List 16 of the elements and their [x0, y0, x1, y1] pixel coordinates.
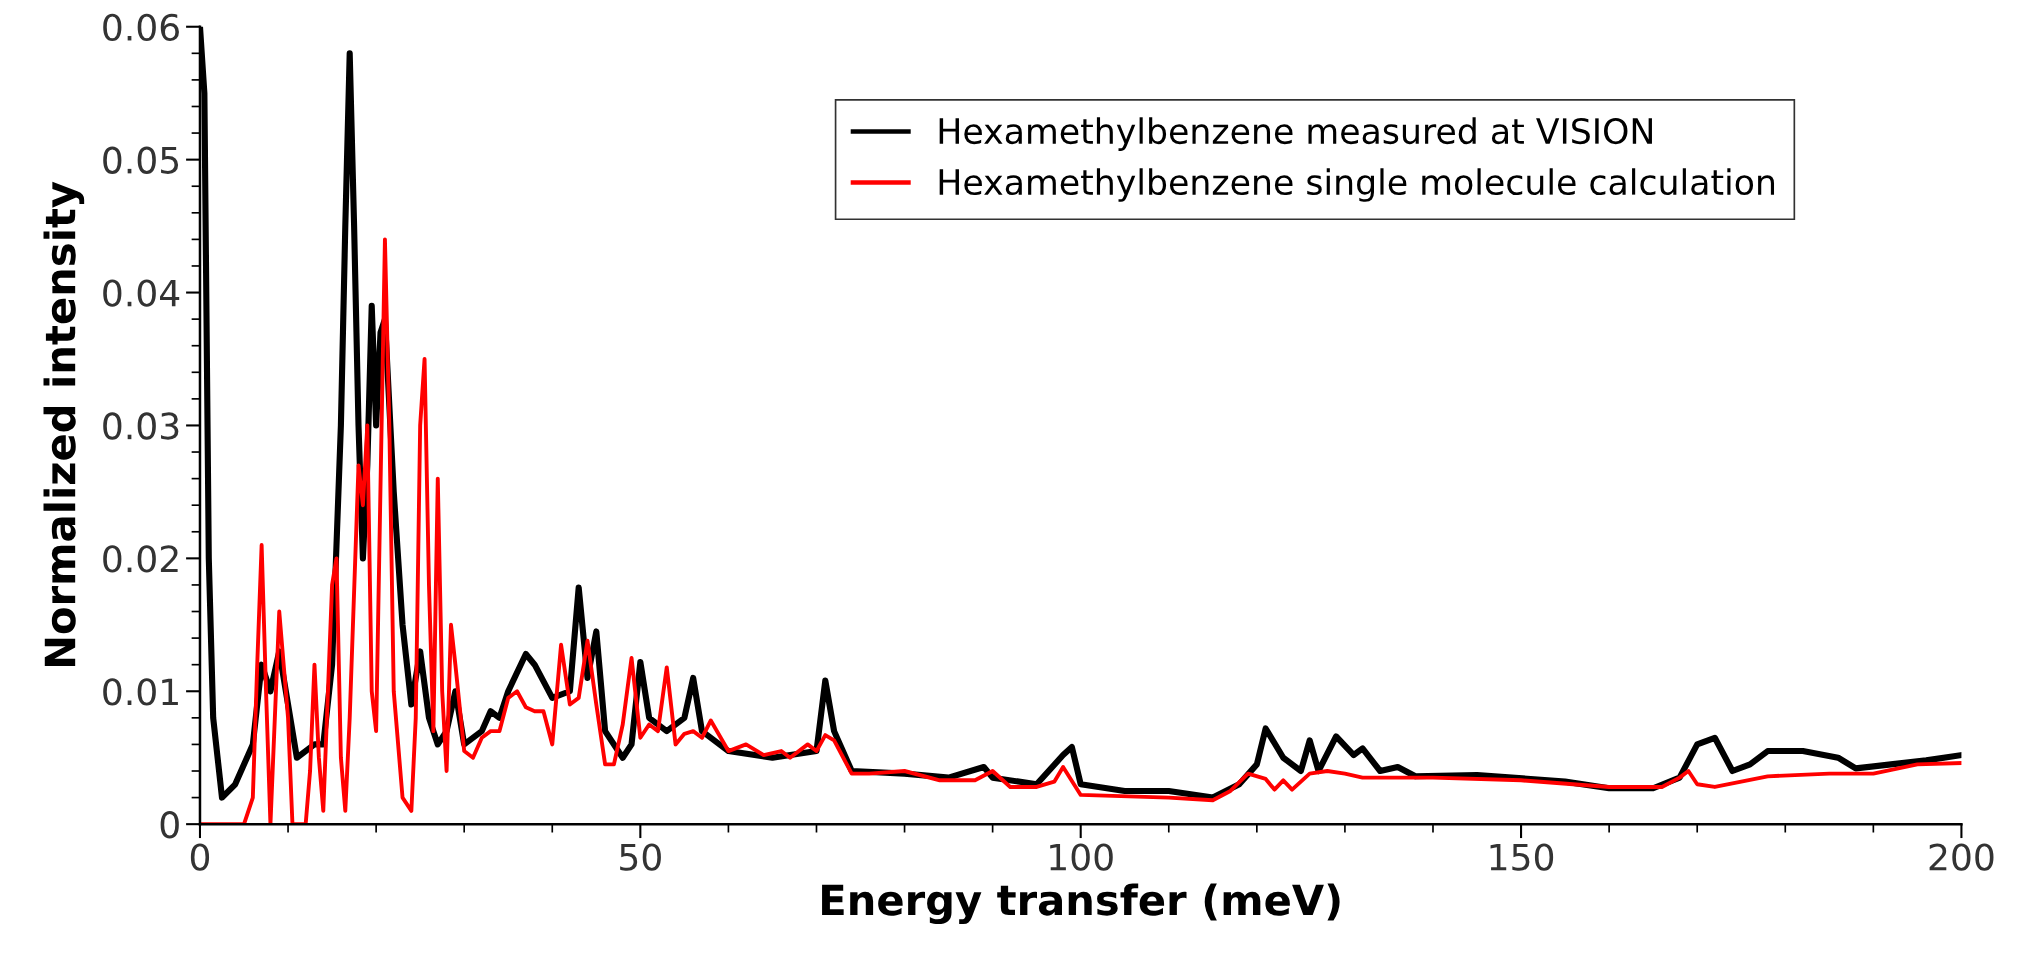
legend-label: Hexamethylbenzene measured at VISION: [939, 117, 1652, 151]
y-tick-label: 0.04: [103, 279, 180, 307]
x-tick-label: 200: [1929, 843, 1994, 871]
x-tick-label: 150: [1490, 843, 1554, 871]
y-tick-label: 0.06: [103, 13, 179, 41]
x-axis-title: Energy transfer (meV): [822, 883, 1340, 925]
y-tick-label: 0.03: [103, 412, 179, 440]
x-tick-label: 100: [1050, 843, 1113, 871]
y-tick-label: 0.05: [103, 146, 179, 174]
y-axis-title: Normalized intensity: [43, 181, 85, 667]
x-tick-label: 50: [620, 843, 661, 871]
legend-label: Hexamethylbenzene single molecule calculation: [939, 168, 1775, 202]
y-tick-label: 0.01: [103, 678, 178, 706]
y-tick-label: 0.02: [103, 545, 178, 573]
x-tick-label: 0: [190, 843, 210, 871]
y-tick-label: 0: [160, 811, 179, 839]
